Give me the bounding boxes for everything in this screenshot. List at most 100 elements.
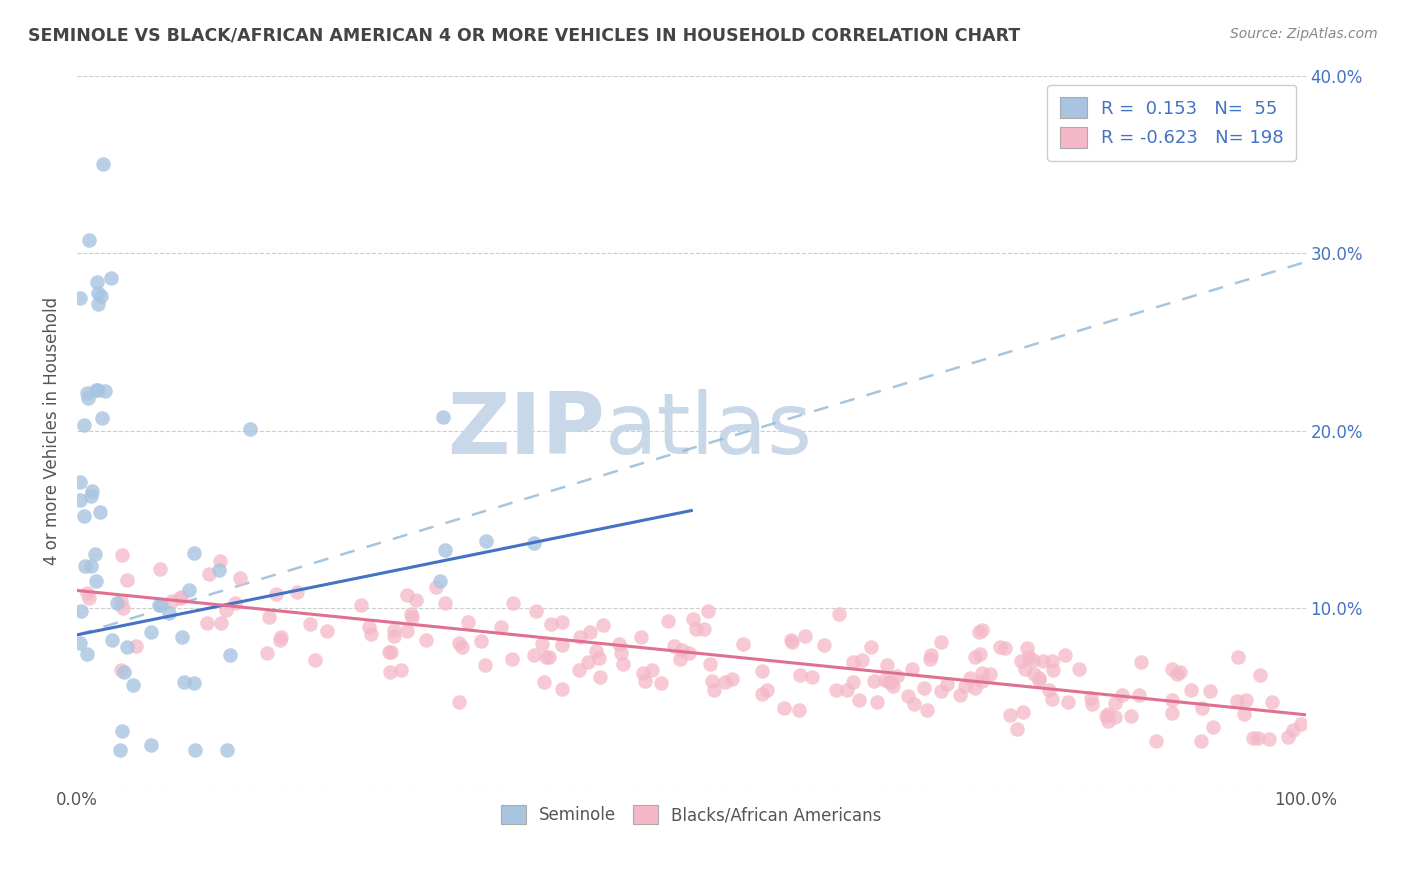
Point — [780, 633, 803, 648]
Point — [912, 681, 935, 695]
Point — [70, 604, 93, 618]
Point — [1104, 710, 1126, 724]
Point — [671, 643, 693, 657]
Point — [90, 289, 112, 303]
Point — [1097, 714, 1119, 728]
Y-axis label: 4 or more Vehicles in Household: 4 or more Vehicles in Household — [44, 297, 60, 565]
Point — [851, 653, 873, 667]
Point — [1111, 688, 1133, 702]
Point — [100, 270, 122, 285]
Point — [110, 664, 132, 678]
Point — [139, 625, 162, 640]
Point — [87, 384, 110, 398]
Point — [531, 637, 554, 651]
Point — [607, 637, 630, 651]
Point — [80, 483, 103, 498]
Point — [1028, 671, 1050, 685]
Point — [979, 666, 1001, 681]
Point — [76, 391, 98, 405]
Point — [1226, 694, 1249, 708]
Point — [1161, 706, 1184, 720]
Point — [918, 652, 941, 666]
Point — [299, 616, 322, 631]
Point — [1095, 709, 1118, 723]
Point — [1021, 653, 1043, 667]
Point — [714, 675, 737, 690]
Point — [184, 743, 207, 757]
Point — [1166, 666, 1188, 681]
Point — [77, 591, 100, 606]
Point — [668, 652, 690, 666]
Point — [1247, 731, 1270, 746]
Point — [813, 638, 835, 652]
Point — [970, 673, 993, 688]
Point — [270, 630, 292, 644]
Point — [1227, 650, 1250, 665]
Point — [540, 616, 562, 631]
Point — [551, 638, 574, 652]
Point — [592, 618, 614, 632]
Point — [610, 646, 633, 660]
Point — [751, 664, 773, 678]
Point — [662, 639, 685, 653]
Text: atlas: atlas — [606, 389, 813, 472]
Point — [357, 620, 380, 634]
Point — [229, 571, 252, 585]
Point — [612, 657, 634, 672]
Point — [551, 615, 574, 630]
Point — [569, 630, 592, 644]
Point — [125, 639, 148, 653]
Point — [183, 676, 205, 690]
Text: ZIP: ZIP — [447, 389, 606, 472]
Point — [170, 591, 193, 605]
Point — [1080, 697, 1102, 711]
Point — [112, 665, 135, 679]
Point — [76, 385, 98, 400]
Point — [170, 630, 193, 644]
Point — [1130, 655, 1153, 669]
Point — [449, 695, 471, 709]
Point — [224, 596, 246, 610]
Point — [1053, 648, 1076, 662]
Point — [900, 662, 922, 676]
Point — [489, 619, 512, 633]
Point — [76, 647, 98, 661]
Point — [239, 422, 262, 436]
Point — [589, 670, 612, 684]
Point — [703, 682, 725, 697]
Point — [470, 634, 492, 648]
Point — [91, 157, 114, 171]
Point — [1005, 722, 1028, 736]
Point — [837, 683, 859, 698]
Point — [475, 533, 498, 548]
Point — [160, 594, 183, 608]
Point — [876, 657, 898, 672]
Point — [524, 604, 547, 618]
Point — [1199, 683, 1222, 698]
Point — [1069, 662, 1091, 676]
Point — [433, 596, 456, 610]
Point — [633, 666, 655, 681]
Point — [936, 677, 959, 691]
Point — [433, 543, 456, 558]
Point — [1233, 707, 1256, 722]
Point — [886, 669, 908, 683]
Point — [90, 410, 112, 425]
Point — [994, 640, 1017, 655]
Point — [897, 690, 920, 704]
Point — [1180, 682, 1202, 697]
Point — [959, 671, 981, 685]
Point — [89, 505, 111, 519]
Point — [969, 647, 991, 661]
Text: SEMINOLE VS BLACK/AFRICAN AMERICAN 4 OR MORE VEHICLES IN HOUSEHOLD CORRELATION C: SEMINOLE VS BLACK/AFRICAN AMERICAN 4 OR … — [28, 27, 1021, 45]
Point — [218, 648, 240, 662]
Point — [929, 683, 952, 698]
Point — [1057, 695, 1080, 709]
Point — [756, 682, 779, 697]
Point — [860, 640, 883, 655]
Point — [1012, 705, 1035, 719]
Point — [264, 587, 287, 601]
Point — [585, 644, 607, 658]
Point — [1119, 708, 1142, 723]
Point — [1277, 730, 1299, 744]
